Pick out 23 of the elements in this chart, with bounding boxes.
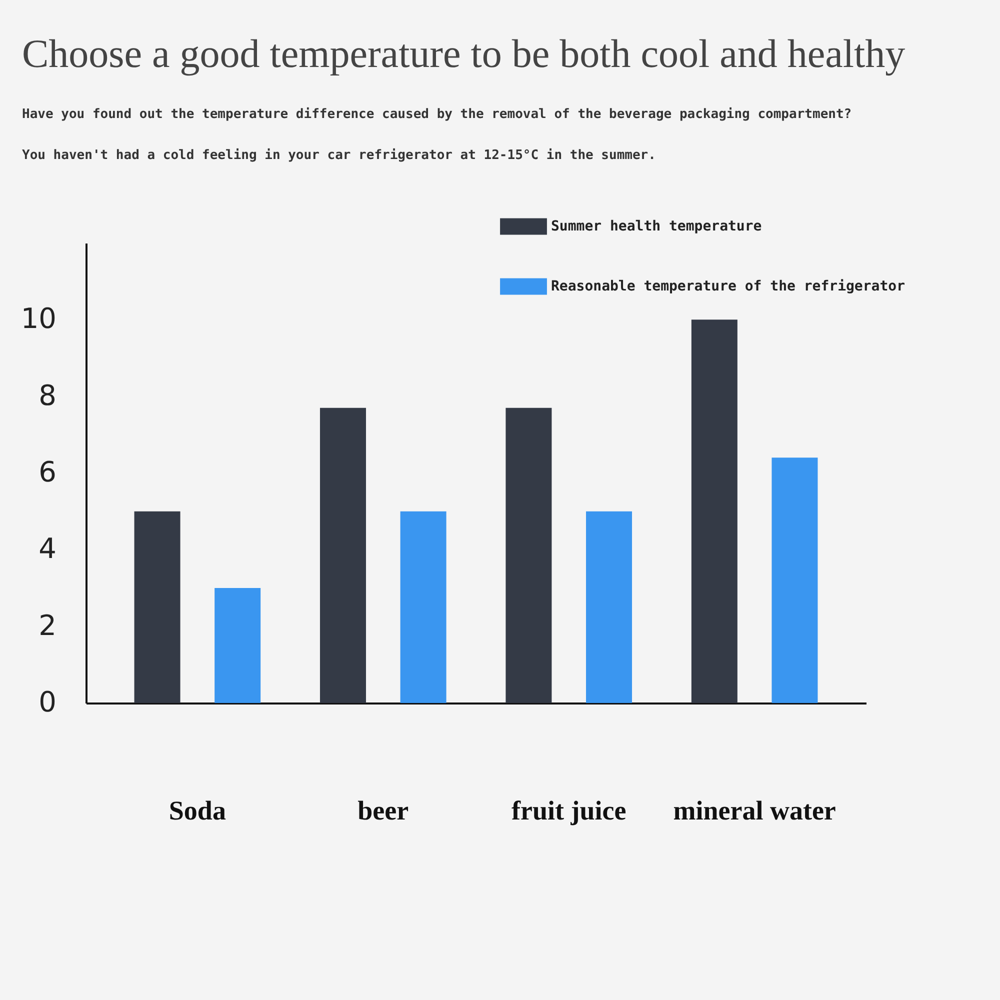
x-tick-label: mineral water [673,796,836,826]
y-tick-label: 4 [38,532,56,566]
bar [506,408,552,703]
x-tick-label: fruit juice [512,796,626,826]
bar [214,588,261,703]
y-tick-label: 2 [38,608,56,642]
legend-label: Summer health temperature [551,218,762,234]
chart-subtitle: Have you found out the temperature difference caused by the removal of the beverage packaging compartment? [22,107,853,122]
bar [772,458,818,703]
bar [586,511,632,703]
text: You haven't had a cold feeling in your car refrigerator at 12-15°C in the summer. [22,148,657,163]
legend-label: Reasonable temperature of the refrigerator [551,278,906,294]
x-tick-label: Soda [168,796,226,826]
x-tick-label: beer [358,796,409,826]
y-tick-label: 0 [38,686,56,718]
bar [134,511,180,703]
bar [320,408,366,703]
bar [691,320,738,703]
chart-title: Choose a good temperature to be both cool and healthy [22,30,906,77]
y-tick-label: 8 [38,378,56,412]
bar [400,511,446,703]
y-tick-label: 10 [20,302,56,336]
y-tick-label: 6 [38,456,56,488]
